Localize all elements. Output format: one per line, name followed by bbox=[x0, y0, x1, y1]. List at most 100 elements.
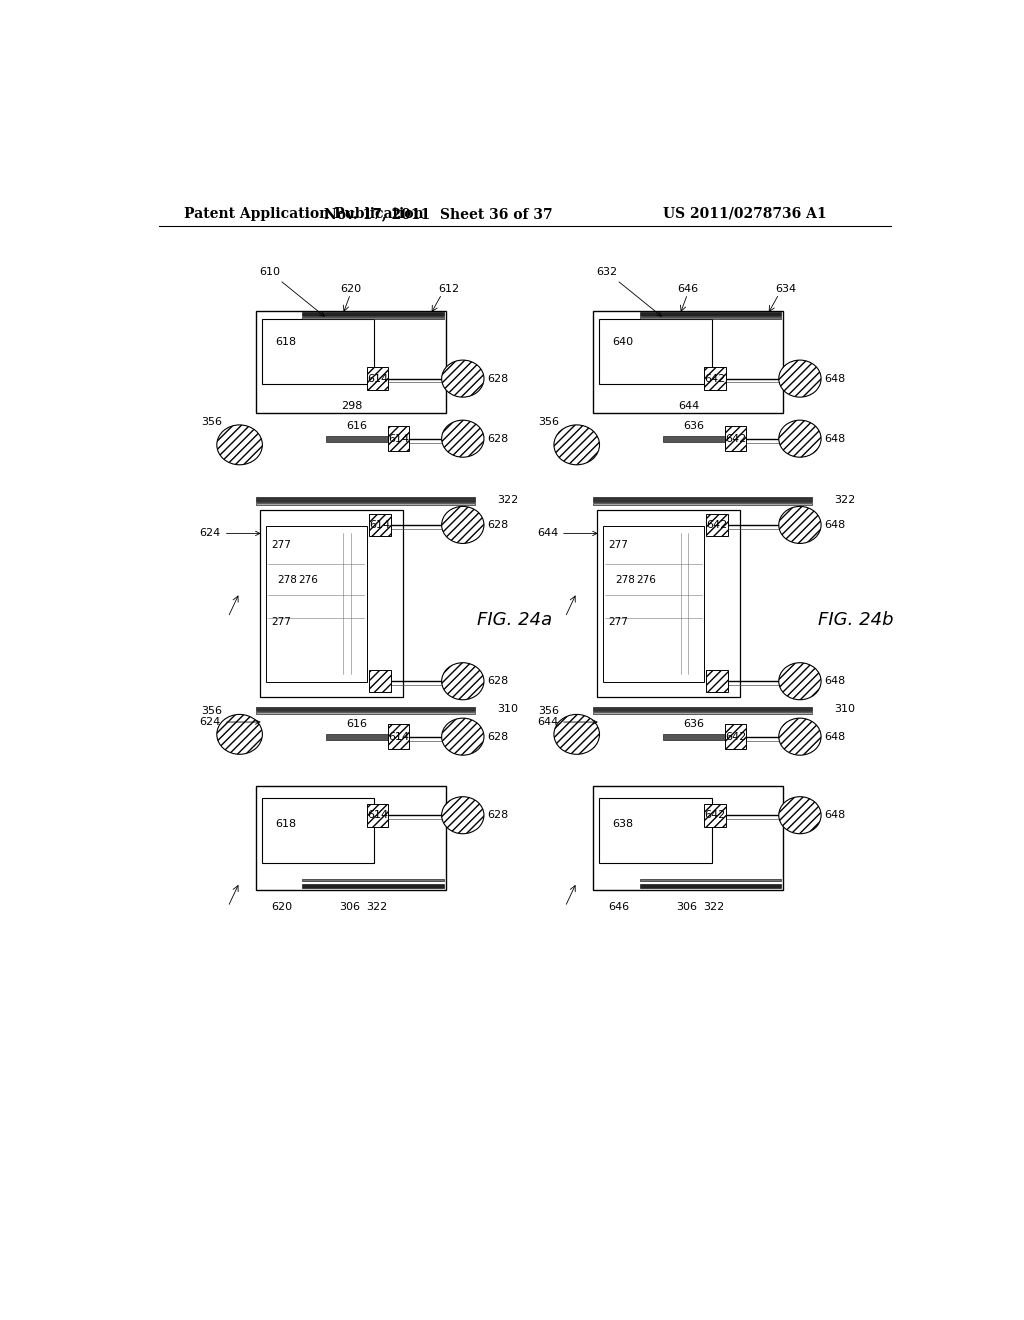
Text: 298: 298 bbox=[341, 400, 362, 411]
Text: 628: 628 bbox=[486, 520, 508, 529]
Text: 614: 614 bbox=[367, 810, 388, 820]
Bar bbox=[326, 436, 388, 442]
Ellipse shape bbox=[441, 507, 484, 544]
Ellipse shape bbox=[217, 425, 262, 465]
Bar bbox=[367, 367, 388, 391]
Text: 624: 624 bbox=[200, 717, 260, 727]
Bar bbox=[603, 525, 703, 682]
Text: FIG. 24a: FIG. 24a bbox=[477, 611, 552, 630]
Text: 616: 616 bbox=[346, 421, 368, 432]
Ellipse shape bbox=[441, 420, 484, 457]
Text: 646: 646 bbox=[608, 902, 630, 912]
Text: Patent Application Publication: Patent Application Publication bbox=[183, 207, 424, 220]
Text: 277: 277 bbox=[271, 540, 292, 550]
Text: 356: 356 bbox=[201, 706, 222, 717]
Text: 636: 636 bbox=[683, 719, 705, 730]
Text: 620: 620 bbox=[340, 284, 361, 294]
Text: 642: 642 bbox=[725, 434, 746, 444]
Text: 278: 278 bbox=[278, 574, 298, 585]
Ellipse shape bbox=[779, 360, 821, 397]
Text: 628: 628 bbox=[486, 810, 508, 820]
Bar bbox=[593, 706, 812, 711]
Text: 310: 310 bbox=[834, 704, 855, 714]
Text: 634: 634 bbox=[775, 284, 797, 294]
Bar bbox=[256, 785, 445, 890]
Bar bbox=[593, 498, 812, 502]
Text: 356: 356 bbox=[538, 706, 559, 717]
Bar bbox=[256, 312, 445, 412]
Bar bbox=[593, 711, 812, 714]
Text: 644: 644 bbox=[679, 400, 700, 411]
Bar bbox=[256, 711, 475, 714]
Text: 614: 614 bbox=[388, 731, 409, 742]
Bar bbox=[262, 797, 375, 863]
Text: US 2011/0278736 A1: US 2011/0278736 A1 bbox=[663, 207, 826, 220]
Bar bbox=[302, 884, 444, 887]
Bar bbox=[369, 671, 391, 692]
Text: 628: 628 bbox=[486, 731, 508, 742]
Text: 277: 277 bbox=[271, 616, 292, 627]
Text: 614: 614 bbox=[367, 374, 388, 384]
Bar bbox=[707, 671, 728, 692]
Text: 322: 322 bbox=[497, 495, 518, 504]
Bar bbox=[593, 503, 812, 506]
Text: 614: 614 bbox=[370, 520, 390, 529]
Text: 642: 642 bbox=[707, 520, 728, 529]
Text: 642: 642 bbox=[705, 374, 725, 384]
Text: 276: 276 bbox=[299, 574, 318, 585]
Text: 624: 624 bbox=[200, 528, 260, 539]
Bar bbox=[388, 426, 410, 451]
Text: 646: 646 bbox=[677, 284, 698, 294]
Bar bbox=[640, 313, 781, 317]
Ellipse shape bbox=[779, 420, 821, 457]
Text: 618: 618 bbox=[275, 337, 296, 347]
Text: FIG. 24b: FIG. 24b bbox=[818, 611, 893, 630]
Text: 620: 620 bbox=[271, 902, 293, 912]
Text: 310: 310 bbox=[497, 704, 518, 714]
Text: 628: 628 bbox=[486, 434, 508, 444]
Bar bbox=[388, 725, 410, 748]
Ellipse shape bbox=[217, 714, 262, 754]
Bar bbox=[256, 498, 475, 502]
Text: 642: 642 bbox=[725, 731, 746, 742]
Ellipse shape bbox=[441, 663, 484, 700]
Text: 648: 648 bbox=[824, 731, 845, 742]
Text: Nov. 17, 2011  Sheet 36 of 37: Nov. 17, 2011 Sheet 36 of 37 bbox=[324, 207, 552, 220]
Text: 356: 356 bbox=[538, 417, 559, 426]
Text: 610: 610 bbox=[260, 268, 325, 317]
Ellipse shape bbox=[441, 797, 484, 834]
Bar bbox=[260, 511, 403, 697]
Text: 638: 638 bbox=[612, 820, 634, 829]
Text: 614: 614 bbox=[388, 434, 409, 444]
Bar bbox=[593, 312, 783, 412]
Text: 322: 322 bbox=[834, 495, 855, 504]
Bar bbox=[599, 318, 712, 384]
Bar bbox=[302, 313, 444, 317]
Text: 276: 276 bbox=[636, 574, 655, 585]
Text: 628: 628 bbox=[486, 374, 508, 384]
Text: 648: 648 bbox=[824, 520, 845, 529]
Bar bbox=[640, 884, 781, 887]
Bar bbox=[367, 804, 388, 826]
Ellipse shape bbox=[554, 714, 599, 754]
Text: 277: 277 bbox=[608, 540, 629, 550]
Ellipse shape bbox=[779, 797, 821, 834]
Text: 618: 618 bbox=[275, 820, 296, 829]
Text: 648: 648 bbox=[824, 434, 845, 444]
Text: 278: 278 bbox=[614, 574, 635, 585]
Bar bbox=[266, 525, 367, 682]
Text: 356: 356 bbox=[201, 417, 222, 426]
Text: 648: 648 bbox=[824, 810, 845, 820]
Ellipse shape bbox=[779, 663, 821, 700]
Text: 644: 644 bbox=[537, 717, 597, 727]
Ellipse shape bbox=[779, 718, 821, 755]
Text: 277: 277 bbox=[608, 616, 629, 627]
Bar bbox=[256, 503, 475, 506]
Text: 648: 648 bbox=[824, 374, 845, 384]
Bar bbox=[703, 367, 726, 391]
Text: 644: 644 bbox=[537, 528, 597, 539]
Text: 306: 306 bbox=[339, 902, 359, 912]
Text: 306: 306 bbox=[676, 902, 697, 912]
Bar bbox=[599, 797, 712, 863]
Text: 322: 322 bbox=[366, 902, 387, 912]
